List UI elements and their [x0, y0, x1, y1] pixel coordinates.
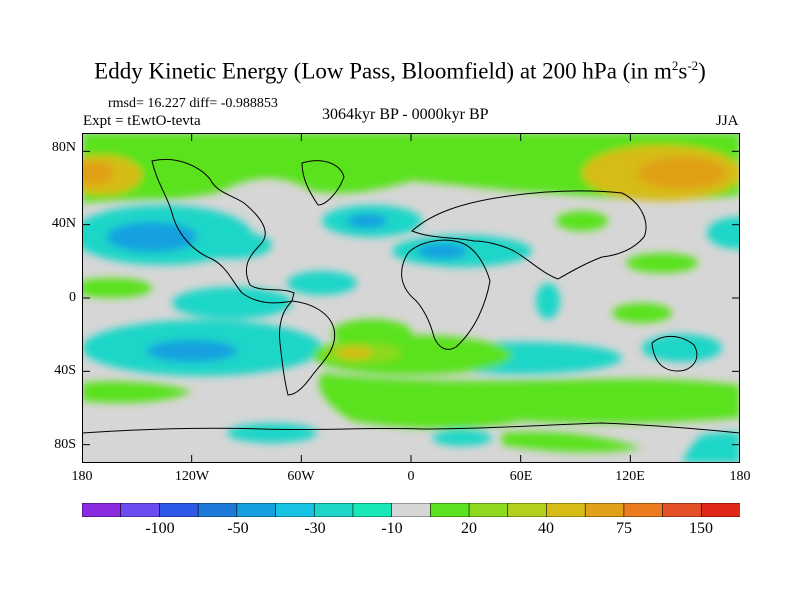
colorbar-swatch — [120, 503, 161, 517]
colorbar-swatch — [159, 503, 199, 517]
x-tick-label: 180 — [729, 469, 751, 484]
x-tick-label: 120W — [174, 469, 210, 484]
x-tick-label: 0 — [407, 469, 415, 484]
colorbar-label: 40 — [538, 520, 554, 537]
map-plot — [82, 133, 740, 463]
experiment-label: Expt = tEwtO-tevta — [83, 113, 201, 129]
coastlines — [82, 158, 740, 434]
x-tick-label: 60W — [287, 469, 315, 484]
stats-text: rmsd= 16.227 diff= -0.988853 — [108, 96, 278, 111]
y-tick-label: 80S — [54, 437, 76, 452]
colorbar-label: -100 — [145, 520, 175, 537]
colorbar-swatch — [391, 503, 432, 517]
colorbar-swatch — [468, 503, 509, 517]
season-label: JJA — [716, 113, 739, 129]
colorbar-label: 75 — [616, 520, 632, 537]
colorbar-label: -50 — [227, 520, 249, 537]
colorbar — [82, 503, 740, 517]
colorbar-swatch — [197, 503, 238, 517]
colorbar-swatch — [82, 503, 122, 517]
energy-field — [82, 133, 740, 463]
colorbar-swatch — [546, 503, 586, 517]
y-tick-label: 0 — [69, 290, 76, 305]
y-tick-label: 40S — [54, 363, 76, 378]
period-label: 3064kyr BP - 0000kyr BP — [322, 106, 489, 123]
y-tick-label: 40N — [51, 216, 76, 231]
colorbar-swatch — [275, 503, 316, 517]
colorbar-label: 150 — [689, 520, 713, 537]
colorbar-swatch — [313, 503, 354, 517]
colorbar-swatch — [430, 503, 470, 517]
colorbar-swatch — [662, 503, 703, 517]
colorbar-swatch — [623, 503, 664, 517]
colorbar-swatch — [236, 503, 277, 517]
colorbar-label: -10 — [381, 520, 403, 537]
chart-title: Eddy Kinetic Energy (Low Pass, Bloomfiel… — [94, 58, 706, 84]
x-tick-label: 120E — [615, 469, 645, 484]
colorbar-swatch — [700, 503, 740, 517]
x-tick-label: 180 — [71, 469, 93, 484]
colorbar-swatch — [507, 503, 548, 517]
axis-ticks — [82, 133, 740, 463]
colorbar-swatch — [584, 503, 625, 517]
colorbar-label: -30 — [304, 520, 326, 537]
y-tick-label: 80N — [51, 140, 76, 155]
colorbar-swatch — [352, 503, 393, 517]
colorbar-label: 20 — [461, 520, 477, 537]
x-tick-label: 60E — [509, 469, 533, 484]
